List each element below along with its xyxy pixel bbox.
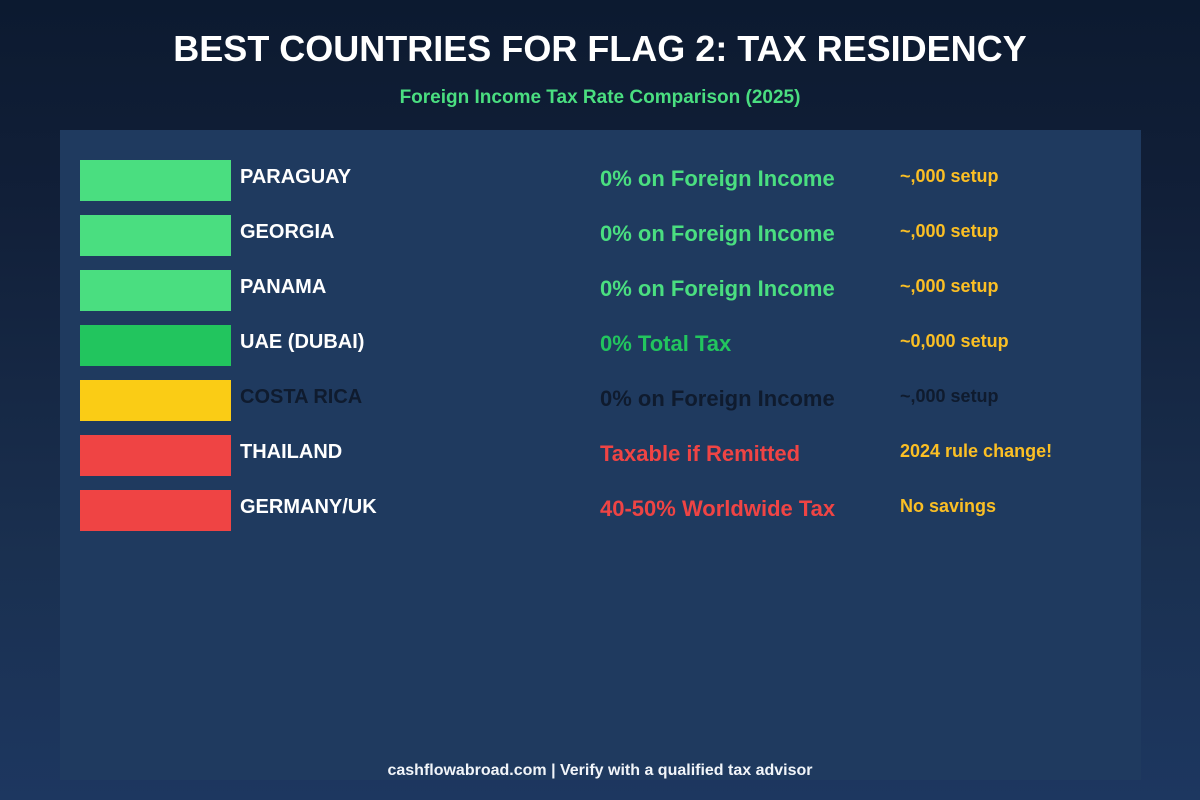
tax-rate-label: 0% on Foreign Income bbox=[600, 276, 835, 301]
tax-rate-label: 0% on Foreign Income bbox=[600, 166, 835, 191]
setup-note: ~,000 setup bbox=[900, 221, 999, 241]
tax-rate-label: 40-50% Worldwide Tax bbox=[600, 496, 836, 521]
setup-note: ~,000 setup bbox=[900, 276, 999, 296]
setup-note: No savings bbox=[900, 496, 997, 516]
status-bar bbox=[80, 435, 231, 476]
setup-note: ~,000 setup bbox=[900, 166, 999, 186]
chart-title: BEST COUNTRIES FOR FLAG 2: TAX RESIDENCY bbox=[173, 28, 1027, 69]
table-row: PANAMA 0% on Foreign Income ~,000 setup bbox=[60, 270, 1141, 311]
setup-note: ~,000 setup bbox=[900, 386, 999, 406]
status-bar bbox=[80, 215, 231, 256]
tax-rate-label: 0% on Foreign Income bbox=[600, 386, 835, 411]
country-label: COSTA RICA bbox=[240, 386, 363, 408]
setup-note: ~0,000 setup bbox=[900, 331, 1009, 351]
table-row: UAE (DUBAI) 0% Total Tax ~0,000 setup bbox=[60, 325, 1141, 366]
country-label: UAE (DUBAI) bbox=[240, 331, 365, 353]
table-row: COSTA RICA 0% on Foreign Income ~,000 se… bbox=[60, 380, 1141, 421]
country-label: GEORGIA bbox=[240, 221, 335, 243]
country-label: PARAGUAY bbox=[240, 166, 352, 188]
country-label: THAILAND bbox=[240, 441, 343, 463]
status-bar bbox=[80, 270, 231, 311]
status-bar bbox=[80, 160, 231, 201]
footer-disclaimer: cashflowabroad.com | Verify with a quali… bbox=[387, 762, 813, 779]
country-label: PANAMA bbox=[240, 276, 327, 298]
comparison-panel: PARAGUAY 0% on Foreign Income ~,000 setu… bbox=[60, 130, 1141, 780]
table-row: PARAGUAY 0% on Foreign Income ~,000 setu… bbox=[60, 160, 1141, 201]
setup-note: 2024 rule change! bbox=[900, 441, 1053, 461]
tax-rate-label: Taxable if Remitted bbox=[600, 441, 801, 466]
table-row: GEORGIA 0% on Foreign Income ~,000 setup bbox=[60, 215, 1141, 256]
status-bar bbox=[80, 490, 231, 531]
table-row: GERMANY/UK 40-50% Worldwide Tax No savin… bbox=[60, 490, 1141, 531]
status-bar bbox=[80, 325, 231, 366]
tax-rate-label: 0% on Foreign Income bbox=[600, 221, 835, 246]
chart-subtitle: Foreign Income Tax Rate Comparison (2025… bbox=[399, 87, 801, 108]
country-label: GERMANY/UK bbox=[240, 496, 377, 518]
tax-rate-label: 0% Total Tax bbox=[600, 331, 732, 356]
table-row: THAILAND Taxable if Remitted 2024 rule c… bbox=[60, 435, 1141, 476]
status-bar bbox=[80, 380, 231, 421]
